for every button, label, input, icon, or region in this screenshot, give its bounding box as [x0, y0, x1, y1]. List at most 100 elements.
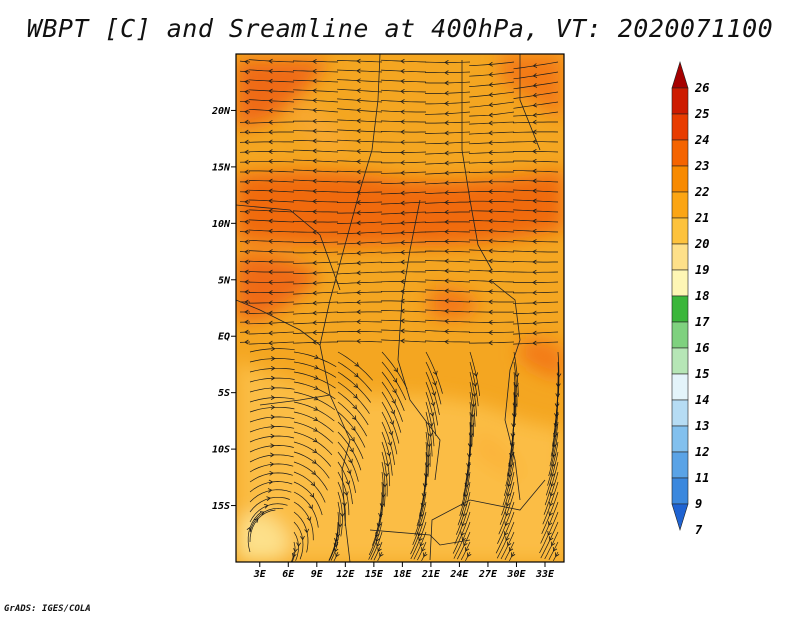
streamline — [380, 191, 427, 195]
streamline — [292, 251, 339, 254]
streamline — [513, 91, 559, 99]
streamline — [293, 501, 314, 541]
streamline-arrow — [312, 300, 317, 306]
streamline-arrow — [400, 200, 405, 206]
streamline-arrow — [271, 356, 276, 361]
streamline-arrow — [444, 130, 449, 136]
streamline — [468, 269, 515, 273]
streamline — [380, 69, 427, 73]
x-tick-label: 18E — [393, 569, 412, 580]
streamline — [469, 249, 515, 253]
streamline — [249, 209, 295, 213]
streamline-arrow — [356, 290, 361, 295]
streamline — [512, 321, 559, 325]
colorbar-bottom-arrow — [671, 503, 689, 532]
streamline — [292, 139, 339, 143]
y-axis: 20N 15N 10N 5N EQ 5S 10S 15S — [211, 106, 236, 512]
streamline — [337, 441, 359, 482]
streamline — [336, 271, 383, 275]
x-tick-label: 3E — [253, 569, 267, 580]
streamline-arrow — [512, 403, 518, 408]
colorbar-label: 14 — [695, 393, 709, 407]
streamline-arrow — [268, 119, 273, 125]
streamline-arrow — [268, 78, 273, 84]
streamline — [424, 330, 471, 333]
country-borders — [236, 54, 546, 562]
streamline-arrow — [377, 547, 382, 553]
streamline — [248, 131, 294, 134]
streamline-arrow — [419, 541, 424, 547]
streamline-arrow — [268, 249, 273, 255]
streamline-arrow — [312, 199, 317, 204]
streamline-arrow — [400, 220, 405, 226]
streamline-arrow — [400, 58, 405, 64]
streamline — [249, 59, 295, 63]
streamline-arrow — [444, 288, 449, 294]
streamline-arrow — [507, 541, 512, 547]
streamline-arrow — [473, 372, 479, 377]
streamline — [336, 139, 383, 143]
streamline-arrow — [532, 112, 537, 118]
streamline — [513, 291, 559, 294]
streamline-arrow — [551, 462, 556, 468]
streamline-arrow — [488, 92, 493, 98]
streamline-arrow — [433, 370, 438, 376]
streamline-arrow — [270, 433, 275, 439]
streamline-arrow — [532, 139, 537, 145]
streamline-arrow — [532, 92, 538, 98]
streamline-arrow — [244, 319, 249, 325]
streamline — [380, 89, 427, 93]
streamline-arrow — [268, 158, 273, 164]
streamline — [424, 269, 471, 273]
streamline-arrow — [353, 383, 359, 388]
streamline — [424, 201, 471, 204]
streamline — [512, 179, 559, 183]
streamline — [292, 220, 338, 223]
streamline-arrow — [312, 138, 317, 144]
streamline-arrow — [312, 310, 317, 316]
streamline — [248, 260, 294, 263]
streamline-arrow — [354, 362, 360, 367]
streamline-arrow — [244, 339, 249, 345]
streamline-arrow — [313, 416, 319, 421]
streamline-arrow — [312, 330, 317, 335]
streamline-arrow — [532, 280, 537, 285]
streamline-arrow — [352, 404, 357, 410]
streamline-arrow — [268, 228, 273, 234]
streamline-arrow — [312, 88, 317, 94]
streamline-arrow — [532, 168, 537, 174]
streamline-arrow — [310, 481, 316, 487]
streamline — [337, 431, 362, 471]
streamline-arrow — [488, 82, 493, 88]
streamline-arrow — [244, 249, 249, 255]
streamline — [381, 339, 427, 343]
streamline-arrow — [268, 108, 273, 114]
streamline-arrow — [351, 415, 357, 421]
streamline-arrow — [427, 432, 433, 438]
streamline-arrow — [532, 102, 538, 108]
streamline-arrow — [532, 340, 537, 346]
streamline — [293, 98, 339, 103]
streamline — [497, 501, 515, 544]
streamline — [248, 239, 295, 243]
streamline — [292, 281, 339, 285]
streamline — [337, 351, 373, 381]
streamline-arrow — [549, 536, 554, 541]
colorbar-label: 7 — [695, 523, 703, 537]
streamline-arrow — [444, 239, 449, 244]
colorbar-swatch — [671, 295, 689, 323]
streamline — [550, 411, 559, 457]
streamline-arrow — [312, 98, 317, 103]
colorbar-label: 11 — [695, 471, 709, 485]
streamline — [249, 108, 295, 113]
streamline-arrow — [444, 329, 449, 334]
streamline-arrow — [488, 238, 493, 244]
streamline-arrow — [444, 70, 449, 76]
streamline — [293, 391, 336, 411]
streamline-arrow — [488, 340, 493, 346]
streamline — [469, 101, 515, 108]
streamline — [468, 131, 515, 135]
streamline — [293, 461, 328, 491]
streamline — [381, 171, 427, 174]
streamline-arrow — [268, 269, 273, 275]
